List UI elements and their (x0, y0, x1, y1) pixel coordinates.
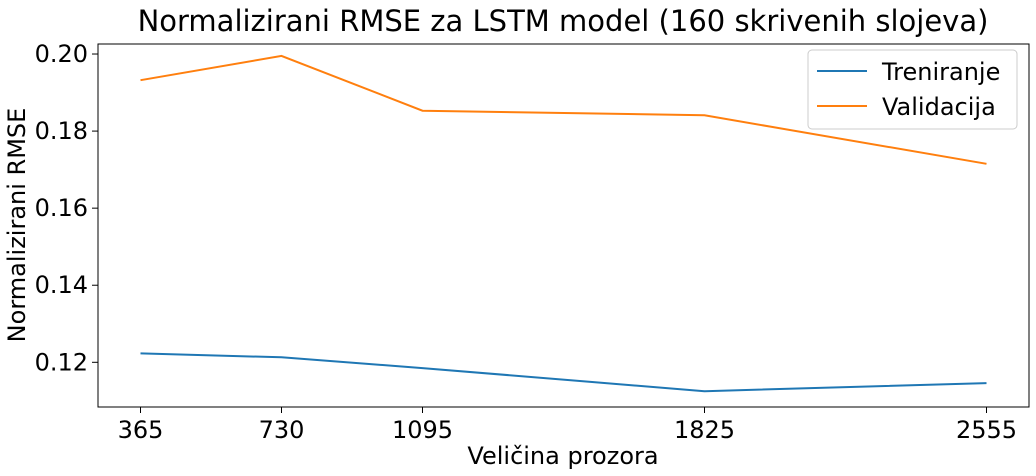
series-line-treniranje (140, 352, 987, 393)
y-tick-label: 0.12 (35, 348, 88, 376)
legend: Treniranje Validacija (807, 49, 1018, 130)
chart-title: Normalizirani RMSE za LSTM model (160 sk… (138, 4, 989, 38)
x-tick-label: 2555 (956, 416, 1017, 444)
legend-label-validacija: Validacija (882, 93, 996, 121)
x-tick-label: 365 (118, 416, 164, 444)
x-axis-ticks: 365 730 1095 1825 2555 (118, 407, 1017, 444)
y-axis-label: Normalizirani RMSE (3, 108, 31, 343)
y-tick-label: 0.18 (35, 117, 88, 145)
y-tick-label: 0.20 (35, 40, 88, 68)
y-axis-ticks: 0.12 0.14 0.16 0.18 0.20 (35, 40, 98, 376)
x-axis-label: Veličina prozora (467, 442, 658, 470)
legend-label-treniranje: Treniranje (881, 58, 1000, 86)
y-tick-label: 0.14 (35, 271, 88, 299)
x-tick-label: 1095 (392, 416, 453, 444)
legend-box (807, 49, 1018, 130)
y-tick-label: 0.16 (35, 194, 88, 222)
x-tick-label: 730 (259, 416, 305, 444)
series-line-validacija (140, 54, 987, 165)
x-tick-label: 1825 (674, 416, 735, 444)
series-layer (140, 54, 987, 393)
